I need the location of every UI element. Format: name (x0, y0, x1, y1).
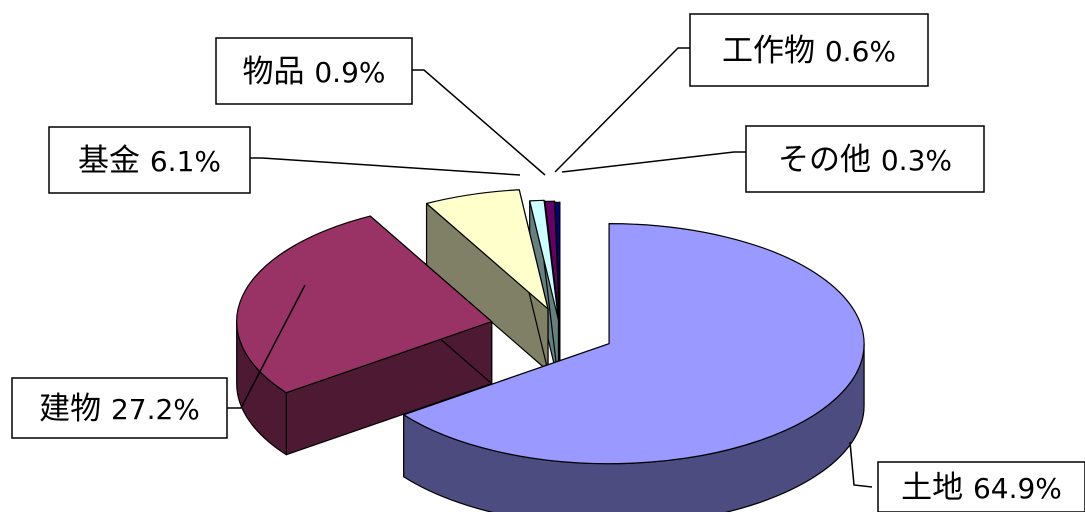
slice-percent: 6.1% (150, 145, 221, 178)
leader-line (554, 47, 690, 173)
data-label-box (48, 126, 251, 194)
slice-category: 工作物 (722, 33, 825, 69)
data-label-5: 工作物 0.6% (689, 13, 929, 87)
slice-top-face (403, 223, 865, 465)
slice-percent: 0.3% (881, 144, 952, 177)
data-label-box (215, 37, 413, 105)
pie-slice-2 (236, 215, 493, 456)
slice-category: 建物 (39, 391, 111, 427)
data-label-4: 物品 0.9% (215, 37, 413, 105)
data-label-1: 土地 64.9% (877, 461, 1085, 512)
slice-percent: 64.9% (973, 472, 1062, 505)
data-label-text: 土地 64.9% (901, 470, 1062, 506)
leader-line (250, 157, 521, 176)
data-label-2: 建物 27.2% (11, 377, 228, 439)
leader-line (412, 69, 546, 176)
slice-percent: 0.6% (825, 35, 896, 68)
data-label-text: その他 0.3% (778, 142, 952, 178)
slice-category: その他 (778, 142, 881, 178)
data-label-box (11, 377, 228, 439)
slice-top-face (544, 200, 560, 322)
data-label-text: 基金 6.1% (78, 143, 221, 179)
leader-line (561, 151, 746, 173)
slice-top-face (236, 215, 493, 394)
slices-layer (236, 189, 865, 512)
slice-percent: 27.2% (111, 393, 200, 426)
data-label-text: 工作物 0.6% (722, 33, 896, 69)
data-label-text: 建物 27.2% (39, 391, 200, 427)
leader-line (227, 284, 306, 409)
slice-percent: 0.9% (314, 56, 385, 89)
data-label-6: その他 0.3% (745, 125, 985, 193)
slice-top-face (529, 199, 560, 321)
pie-slice-3 (425, 189, 549, 372)
slice-category: 物品 (243, 54, 315, 90)
data-label-3: 基金 6.1% (48, 126, 251, 194)
data-label-text: 物品 0.9% (243, 54, 386, 90)
data-label-box (689, 13, 929, 87)
slice-category: 土地 (901, 470, 973, 506)
slice-top-face (425, 189, 549, 310)
data-labels: 土地 64.9% 建物 27.2% 基金 6.1% 物品 0.9% 工作物 0.6% その… (11, 13, 1085, 512)
data-label-box (877, 461, 1085, 512)
leader-lines (227, 47, 873, 488)
data-label-box (745, 125, 985, 193)
pie-slice-1 (403, 223, 865, 512)
slice-category: 基金 (78, 143, 150, 179)
leader-line (849, 441, 873, 488)
